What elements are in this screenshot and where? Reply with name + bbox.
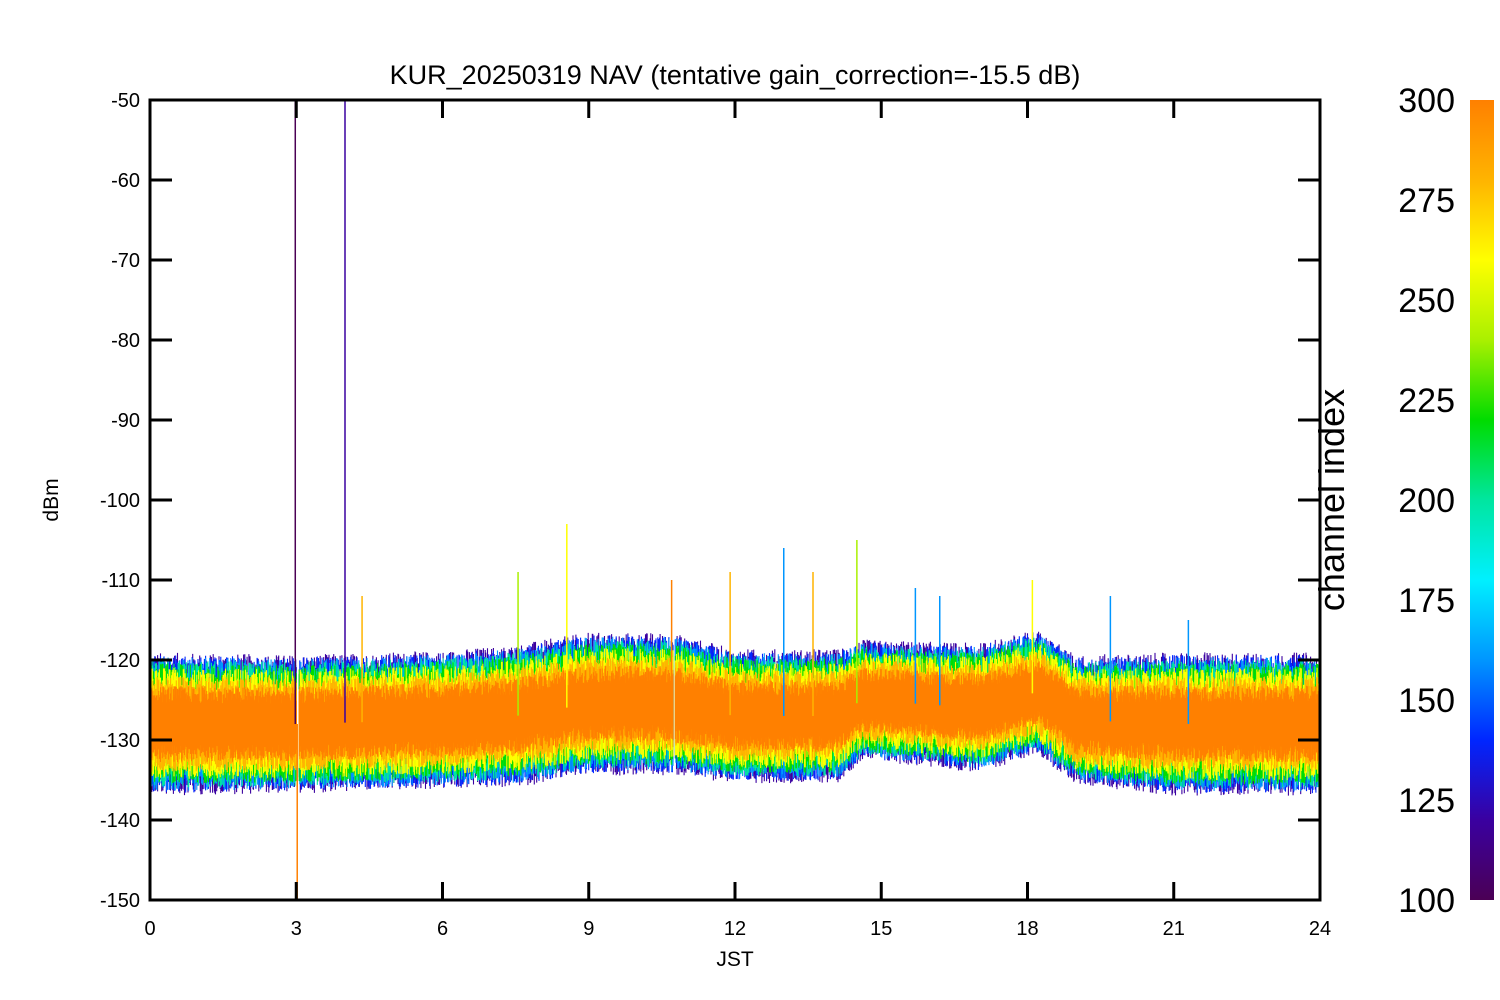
y-tick-label: -150 bbox=[100, 890, 140, 912]
y-tick-label: -110 bbox=[101, 570, 140, 592]
spike-layer bbox=[294, 100, 1190, 900]
chart-title: KUR_20250319 NAV (tentative gain_correct… bbox=[390, 60, 1081, 90]
x-tick-label: 18 bbox=[1016, 918, 1038, 940]
y-tick-label: -120 bbox=[100, 650, 140, 672]
colorbar-tick-label: 250 bbox=[1398, 282, 1455, 320]
x-tick-label: 24 bbox=[1309, 918, 1331, 940]
colorbar-tick-label: 100 bbox=[1398, 882, 1455, 920]
x-tick-label: 0 bbox=[144, 918, 155, 940]
x-axis: 0 3 6 9 12 15 18 21 24 bbox=[144, 100, 1331, 940]
x-tick-label: 12 bbox=[724, 918, 746, 940]
x-tick-label: 6 bbox=[437, 918, 448, 940]
x-tick-label: 9 bbox=[583, 918, 594, 940]
y-tick-label: -50 bbox=[111, 90, 140, 112]
colorbar-tick-label: 225 bbox=[1398, 382, 1455, 420]
colorbar: 300 275 250 225 200 175 150 125 100 channel inde… bbox=[1311, 82, 1494, 920]
y-tick-label: -60 bbox=[111, 170, 140, 192]
x-tick-label: 21 bbox=[1163, 918, 1185, 940]
colorbar-tick-label: 300 bbox=[1398, 82, 1455, 120]
colorbar-tick-label: 200 bbox=[1398, 482, 1455, 520]
colorbar-tick-label: 275 bbox=[1398, 182, 1455, 220]
x-axis-title: JST bbox=[716, 948, 754, 971]
colorbar-tick-label: 150 bbox=[1398, 682, 1455, 720]
y-tick-label: -140 bbox=[100, 810, 140, 832]
colorbar-gradient bbox=[1470, 100, 1494, 900]
colorbar-title: channel index bbox=[1311, 389, 1352, 611]
colorbar-tick-label: 125 bbox=[1398, 782, 1455, 820]
colorbar-ticks: 300 275 250 225 200 175 150 125 100 bbox=[1398, 82, 1455, 920]
x-tick-label: 15 bbox=[870, 918, 892, 940]
y-tick-label: -90 bbox=[111, 410, 140, 432]
y-axis-title: dBm bbox=[40, 478, 63, 521]
series-ch-300 bbox=[150, 660, 1320, 763]
y-tick-label: -100 bbox=[100, 490, 140, 512]
plot-area bbox=[150, 631, 1320, 796]
colorbar-tick-label: 175 bbox=[1398, 582, 1455, 620]
y-axis: -50 -60 -70 -80 -90 -100 -110 -120 -130 -140 -150 bbox=[100, 90, 1320, 912]
y-tick-label: -130 bbox=[100, 730, 140, 752]
x-tick-label: 3 bbox=[291, 918, 302, 940]
y-tick-label: -70 bbox=[111, 250, 140, 272]
y-tick-label: -80 bbox=[111, 330, 140, 352]
